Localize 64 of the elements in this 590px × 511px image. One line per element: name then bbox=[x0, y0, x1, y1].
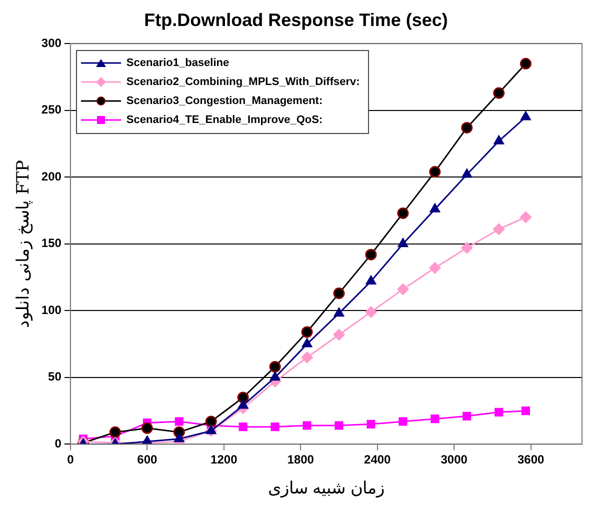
point bbox=[521, 406, 530, 416]
point bbox=[109, 426, 121, 438]
point bbox=[494, 135, 504, 144]
point bbox=[141, 422, 153, 434]
point bbox=[493, 223, 505, 235]
y-tick-label: 300 bbox=[41, 36, 62, 50]
point bbox=[520, 211, 532, 223]
point bbox=[366, 420, 376, 428]
legend-label: Scenario4_TE_Enable_Improve_QoS: bbox=[126, 114, 323, 126]
y-tick-label: 150 bbox=[41, 236, 62, 250]
point bbox=[237, 392, 249, 404]
point bbox=[174, 417, 184, 426]
point bbox=[365, 248, 377, 260]
point bbox=[333, 328, 345, 340]
x-tick-label: 2400 bbox=[364, 452, 392, 467]
x-tick-label: 1800 bbox=[287, 452, 314, 467]
x-tick-label: 1200 bbox=[210, 452, 238, 467]
point bbox=[520, 111, 531, 120]
point bbox=[205, 416, 217, 428]
x-tick-label: 3600 bbox=[517, 452, 545, 467]
point bbox=[429, 166, 441, 178]
point bbox=[206, 425, 216, 434]
x-axis-title: زمان شبیه سازی bbox=[268, 478, 384, 498]
point bbox=[334, 308, 344, 317]
point bbox=[398, 417, 408, 426]
point bbox=[520, 58, 532, 70]
point bbox=[430, 203, 440, 212]
point bbox=[462, 168, 472, 178]
point bbox=[429, 262, 441, 274]
legend-label: Scenario1_baseline bbox=[126, 57, 230, 70]
point bbox=[461, 122, 473, 134]
point bbox=[302, 421, 312, 430]
point bbox=[494, 408, 504, 416]
point bbox=[238, 422, 248, 432]
y-tick-label: 50 bbox=[48, 370, 62, 384]
y-axis-title: پاسخ زمانی دانلود FTP bbox=[14, 160, 34, 328]
y-tick-label: 200 bbox=[41, 169, 62, 184]
point bbox=[493, 87, 505, 99]
point bbox=[238, 400, 248, 409]
x-tick-label: 3000 bbox=[440, 452, 468, 467]
legend-label: Scenario3_Congestion_Management: bbox=[126, 95, 323, 108]
y-tick-label: 250 bbox=[41, 102, 62, 117]
y-tick-label: 0 bbox=[54, 436, 62, 451]
point bbox=[365, 306, 377, 318]
point bbox=[301, 326, 313, 338]
point bbox=[430, 414, 440, 424]
point bbox=[462, 412, 472, 420]
point bbox=[301, 352, 313, 364]
point bbox=[270, 372, 280, 381]
point bbox=[270, 422, 280, 432]
point bbox=[269, 361, 281, 372]
x-tick-label: 600 bbox=[137, 452, 158, 467]
point bbox=[302, 338, 312, 348]
point bbox=[334, 421, 344, 430]
y-tick-label: 100 bbox=[41, 302, 62, 317]
point bbox=[397, 284, 409, 296]
legend-label: Scenario2_Combining_MPLS_With_Diffserv: bbox=[126, 76, 360, 88]
point bbox=[333, 288, 345, 300]
x-tick-label: 0 bbox=[67, 452, 74, 467]
point bbox=[398, 238, 408, 248]
point bbox=[366, 276, 376, 285]
chart-title: Ftp.Download Response Time (sec) bbox=[144, 10, 448, 30]
point bbox=[397, 207, 409, 219]
point bbox=[461, 242, 473, 254]
